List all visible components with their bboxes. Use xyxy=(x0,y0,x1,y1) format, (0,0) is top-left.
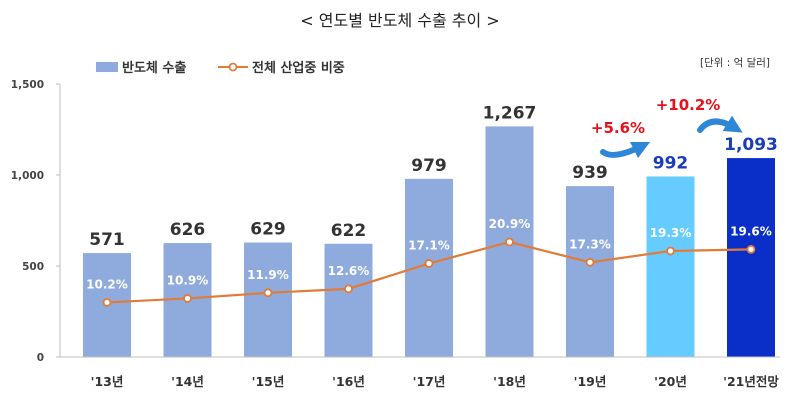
x-tick-label: '14년 xyxy=(171,374,204,389)
x-tick-label: '18년 xyxy=(493,374,526,389)
share-value-label: 11.9% xyxy=(247,268,289,282)
bar-labels: 571 626 629 622 979 1,267 939 992 1,093 xyxy=(89,103,778,250)
share-point xyxy=(746,244,756,254)
x-tick-label: '15년 xyxy=(252,374,285,389)
share-line-series xyxy=(102,237,756,307)
growth-arrow xyxy=(697,115,743,133)
share-value-label: 12.6% xyxy=(328,264,370,278)
y-tick-label: 1,000 xyxy=(11,170,44,182)
share-value-label: 10.2% xyxy=(86,277,128,291)
chart-title: < 연도별 반도체 수출 추이 > xyxy=(300,11,499,30)
y-tick-label: 1,500 xyxy=(11,79,44,91)
share-value-label: 17.3% xyxy=(569,237,611,251)
bar-value-label: 939 xyxy=(572,163,608,183)
legend-line-label: 전체 산업중 비중 xyxy=(252,60,345,76)
x-tick-label: '17년 xyxy=(413,374,446,389)
share-point xyxy=(585,257,595,267)
bar xyxy=(244,242,292,357)
x-tick-label: '13년 xyxy=(91,374,124,389)
bars xyxy=(83,126,775,357)
x-tick-label: '16년 xyxy=(332,374,365,389)
growth-arrow xyxy=(600,141,651,159)
growth-label: +10.2% xyxy=(656,96,721,114)
share-point xyxy=(505,237,514,247)
bar xyxy=(566,186,614,357)
share-labels: 10.2% 10.9% 11.9% 12.6% 17.1% 20.9% 17.3% 19.3%… xyxy=(86,217,772,291)
growth-label: +5.6% xyxy=(591,119,645,137)
share-point xyxy=(263,288,273,298)
bar-value-label: 622 xyxy=(331,221,367,241)
share-point xyxy=(183,294,192,303)
y-tick-label: 500 xyxy=(22,261,44,273)
share-point xyxy=(666,246,675,256)
share-point xyxy=(344,284,353,294)
bar-value-label: 1,093 xyxy=(724,135,778,155)
bar-value-label: 1,267 xyxy=(483,103,537,123)
x-tick-label: '21년전망 xyxy=(723,374,779,389)
legend-line-marker xyxy=(228,62,238,72)
bar-value-label: 571 xyxy=(89,230,125,250)
bar-value-label: 626 xyxy=(170,220,206,240)
share-value-label: 19.3% xyxy=(650,226,692,240)
unit-note: [단위 : 억 달러] xyxy=(700,56,770,69)
legend-bar-label: 반도체 수출 xyxy=(122,60,186,76)
x-axis: '13년 '14년 '15년 '16년 '17년 '18년 '19년 '20년 '21년전망 xyxy=(60,356,780,389)
growth-annotations: +5.6% +10.2% xyxy=(591,96,743,159)
bar-value-label: 629 xyxy=(250,220,286,240)
bar xyxy=(727,158,775,357)
share-point xyxy=(424,259,434,268)
share-value-label: 19.6% xyxy=(730,224,772,238)
bar-value-label: 979 xyxy=(411,156,447,176)
share-value-label: 20.9% xyxy=(489,217,531,231)
share-value-label: 10.9% xyxy=(167,273,209,287)
y-axis: 0 500 1,000 1,500 xyxy=(11,79,61,364)
bar-value-label: 992 xyxy=(653,153,689,173)
bar xyxy=(324,243,373,357)
x-tick-label: '19년 xyxy=(574,374,607,389)
legend-bar-swatch xyxy=(96,62,118,72)
share-point xyxy=(102,298,112,307)
bar xyxy=(646,176,695,357)
legend: 반도체 수출 전체 산업중 비중 xyxy=(96,60,345,76)
x-tick-label: '20년 xyxy=(654,374,687,389)
y-tick-label: 0 xyxy=(37,352,44,364)
share-value-label: 17.1% xyxy=(408,238,450,252)
